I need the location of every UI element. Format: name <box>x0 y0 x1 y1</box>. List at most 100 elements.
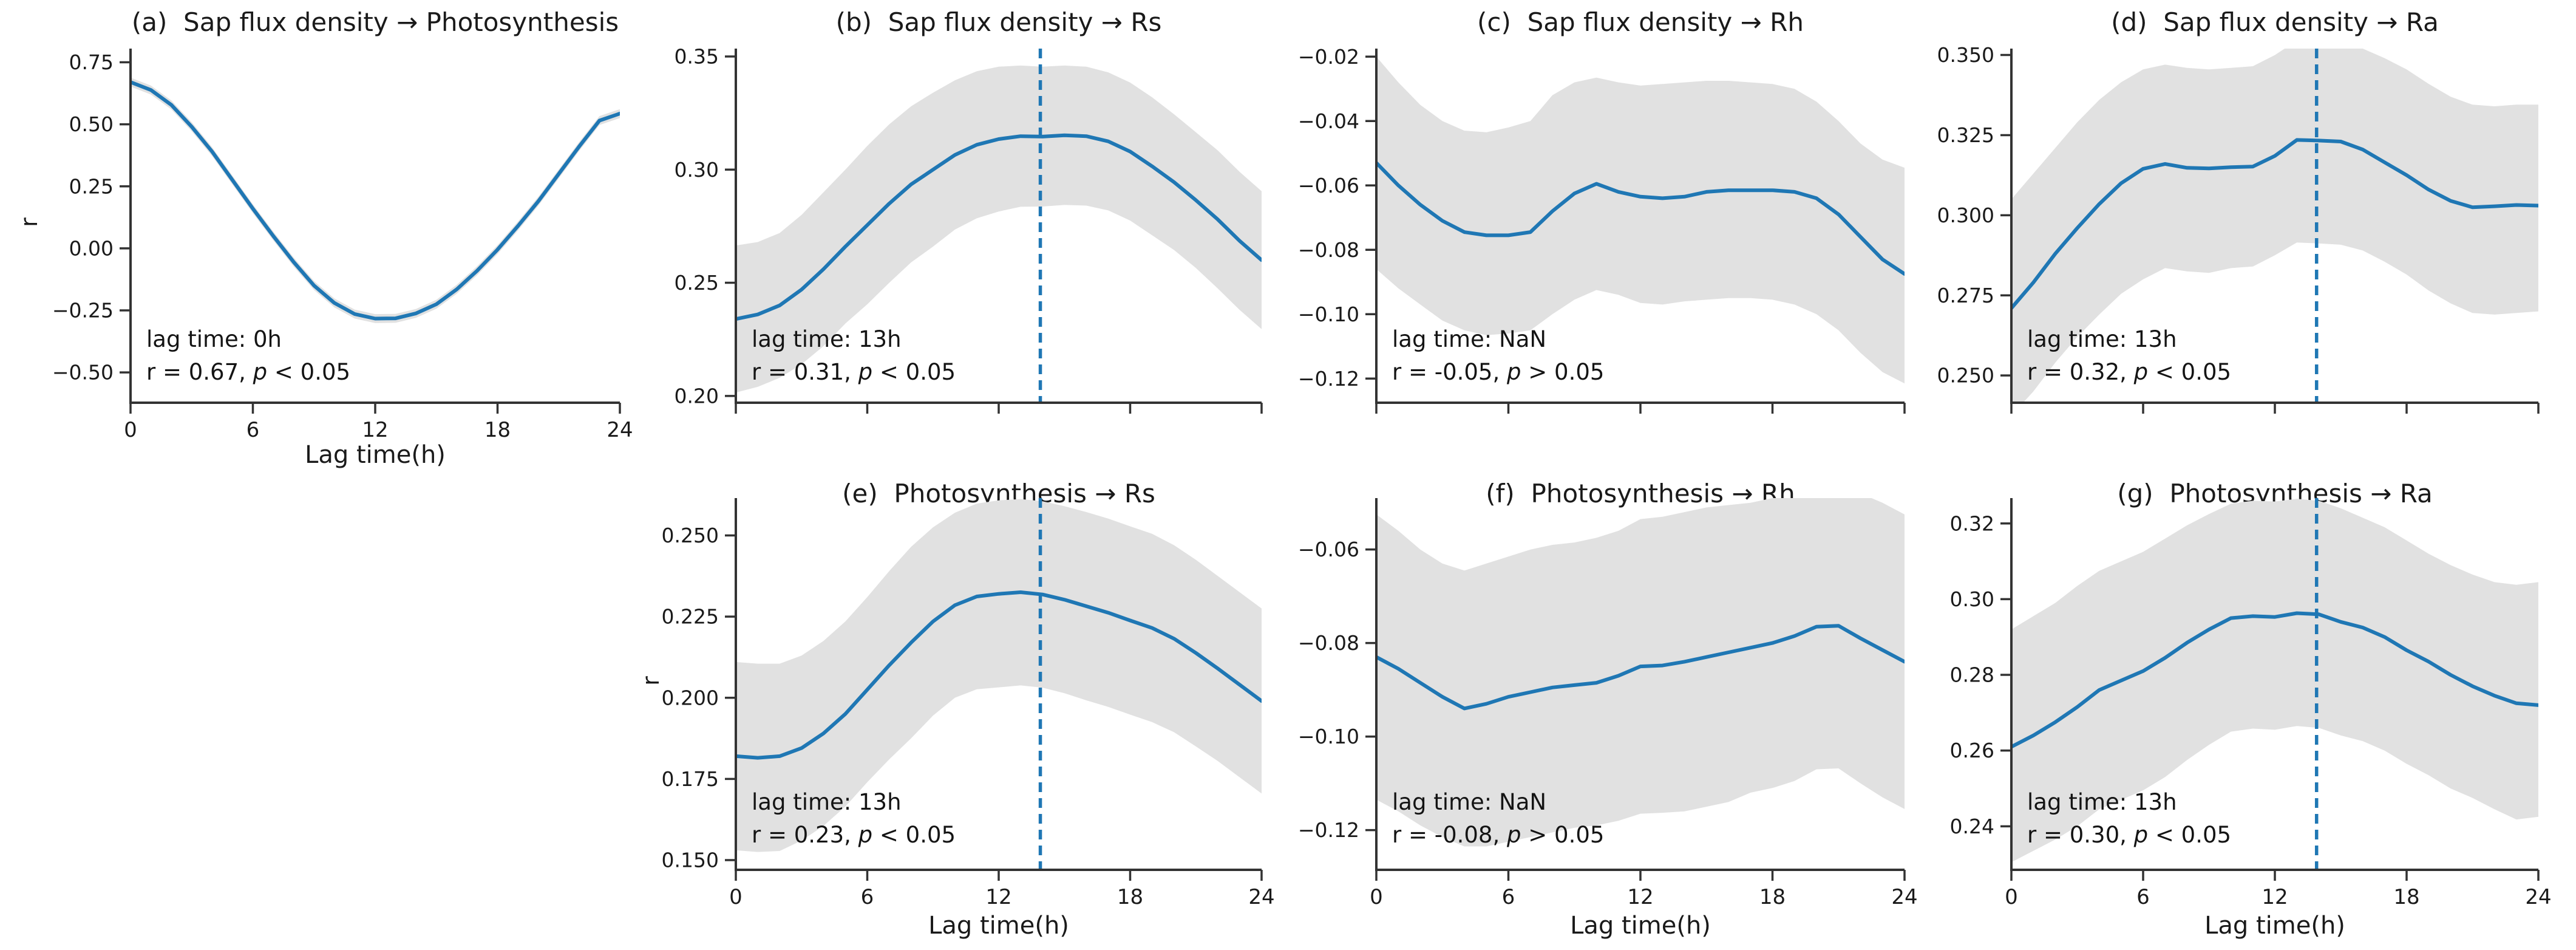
svg-text:0.25: 0.25 <box>675 271 719 295</box>
svg-text:18: 18 <box>2393 885 2419 909</box>
svg-text:12: 12 <box>2262 885 2288 909</box>
svg-text:24: 24 <box>2525 885 2551 909</box>
annotation-lag-time: lag time: 13h <box>752 789 902 815</box>
svg-text:−0.50: −0.50 <box>52 361 114 384</box>
svg-text:6: 6 <box>861 885 874 909</box>
x-axis-label: Lag time(h) <box>2204 912 2345 940</box>
annotation-p-symbol: p <box>858 359 873 385</box>
annotation-r-value: r = 0.32, <box>2027 359 2134 385</box>
annotation-r-value: r = 0.67, <box>146 359 253 385</box>
plot-area-e: 0.250 0.225 0.200 0.175 0.150 0 6 12 18 24 <box>662 498 1275 909</box>
svg-text:−0.08: −0.08 <box>1298 238 1359 262</box>
annotation: lag time: 13h r = 0.23, p < 0.05 <box>752 786 956 852</box>
panel-title: (c) Sap flux density → Rh <box>1477 7 1804 37</box>
panel-g: (g) Photosynthesis → Ra 0.32 0.30 0.28 0.26… <box>1950 475 2576 950</box>
svg-text:0.250: 0.250 <box>662 524 719 547</box>
annotation-p-symbol: p <box>2133 822 2149 848</box>
annotation-p-symbol: p <box>858 822 873 848</box>
annotation-r-value: r = -0.08, <box>1392 822 1507 848</box>
svg-text:−0.12: −0.12 <box>1298 367 1359 391</box>
panel-e: (e) Photosynthesis → Rs 0.250 0.225 0.200 0… <box>637 475 1331 950</box>
annotation-p-symbol: p <box>2133 359 2149 385</box>
panel-b: (b) Sap flux density → Rs 0.35 0.30 0.25 0.… <box>675 0 1331 475</box>
annotation-r-value: r = 0.23, <box>752 822 858 848</box>
plot-area-d: 0.350 0.325 0.300 0.275 0.250 <box>1937 43 2540 414</box>
annotation-lag-time: lag time: 13h <box>2027 789 2177 815</box>
annotation-p-threshold: < 0.05 <box>872 822 956 848</box>
annotation-lag-time: lag time: NaN <box>1392 789 1547 815</box>
plot-area-b: 0.35 0.30 0.25 0.20 <box>675 45 1263 414</box>
svg-text:0.200: 0.200 <box>662 686 719 709</box>
svg-text:24: 24 <box>1891 885 1917 909</box>
annotation-r-value: r = 0.31, <box>752 359 858 385</box>
annotation-p-threshold: > 0.05 <box>1521 822 1605 848</box>
svg-text:24: 24 <box>1248 885 1274 909</box>
svg-text:0: 0 <box>729 885 743 909</box>
svg-text:18: 18 <box>1117 885 1143 909</box>
annotation: lag time: 13h r = 0.32, p < 0.05 <box>2027 323 2231 389</box>
svg-text:6: 6 <box>246 418 260 442</box>
svg-text:0: 0 <box>1370 885 1383 909</box>
annotation-r-value: r = 0.30, <box>2027 822 2134 848</box>
plot-area-g: 0.32 0.30 0.28 0.26 0.24 0 6 12 18 24 <box>1950 498 2552 909</box>
panel-title: (b) Sap flux density → Rs <box>835 7 1162 37</box>
annotation-p-threshold: < 0.05 <box>2148 359 2232 385</box>
svg-text:−0.06: −0.06 <box>1298 174 1359 197</box>
annotation-p-symbol: p <box>1507 359 1521 385</box>
annotation-stats: r = 0.31, p < 0.05 <box>752 356 956 389</box>
panel-c: (c) Sap flux density → Rh −0.02 −0.04 −0.0… <box>1298 0 1967 475</box>
svg-text:−0.02: −0.02 <box>1298 45 1359 69</box>
svg-text:−0.10: −0.10 <box>1298 302 1359 326</box>
annotation-lag-time: lag time: 0h <box>146 326 282 352</box>
svg-text:0.75: 0.75 <box>69 50 114 74</box>
svg-text:−0.25: −0.25 <box>52 299 114 323</box>
svg-text:0.20: 0.20 <box>675 384 719 408</box>
svg-text:12: 12 <box>985 885 1011 909</box>
svg-text:18: 18 <box>484 418 511 442</box>
svg-text:6: 6 <box>2136 885 2150 909</box>
panel-title: (g) Photosynthesis → Ra <box>2117 479 2433 508</box>
svg-text:0.325: 0.325 <box>1937 123 1994 147</box>
svg-text:24: 24 <box>607 418 633 442</box>
plot-area-f: −0.06 −0.08 −0.10 −0.12 0 6 12 18 24 <box>1298 498 1918 909</box>
annotation-r-value: r = -0.05, <box>1392 359 1507 385</box>
panel-title: (d) Sap flux density → Ra <box>2111 7 2439 37</box>
annotation-stats: r = 0.32, p < 0.05 <box>2027 356 2231 389</box>
svg-text:0.32: 0.32 <box>1950 511 1994 535</box>
svg-text:−0.06: −0.06 <box>1298 538 1359 561</box>
svg-text:6: 6 <box>1502 885 1515 909</box>
annotation-lag-time: lag time: 13h <box>2027 326 2177 352</box>
svg-text:0: 0 <box>2005 885 2018 909</box>
y-axis-label: r <box>16 217 42 227</box>
svg-text:−0.08: −0.08 <box>1298 631 1359 655</box>
svg-text:12: 12 <box>1627 885 1653 909</box>
annotation: lag time: 13h r = 0.31, p < 0.05 <box>752 323 956 389</box>
x-axis-label: Lag time(h) <box>305 441 446 469</box>
panel-f: (f) Photosynthesis → Rh −0.06 −0.08 −0.10−… <box>1298 475 1967 950</box>
svg-text:0.250: 0.250 <box>1937 364 1994 388</box>
x-axis-label: Lag time(h) <box>1570 912 1711 940</box>
svg-text:−0.10: −0.10 <box>1298 725 1359 748</box>
plot-area-a: 0.75 0.50 0.25 0.00 −0.25 −0.50 0 6 12 18 24 <box>52 49 633 442</box>
x-axis-label: Lag time(h) <box>928 912 1069 940</box>
annotation: lag time: NaN r = -0.05, p > 0.05 <box>1392 323 1604 389</box>
annotation-p-threshold: > 0.05 <box>1521 359 1605 385</box>
plot-area-c: −0.02 −0.04 −0.06 −0.08 −0.10 −0.12 <box>1298 45 1906 414</box>
svg-text:0.30: 0.30 <box>1950 587 1994 611</box>
annotation-p-threshold: < 0.05 <box>2148 822 2232 848</box>
svg-text:0.24: 0.24 <box>1950 815 1994 838</box>
svg-text:12: 12 <box>362 418 388 442</box>
annotation-stats: r = 0.67, p < 0.05 <box>146 356 350 389</box>
annotation-stats: r = 0.23, p < 0.05 <box>752 819 956 852</box>
annotation-p-threshold: < 0.05 <box>872 359 956 385</box>
svg-text:18: 18 <box>1759 885 1786 909</box>
annotation-stats: r = 0.30, p < 0.05 <box>2027 819 2231 852</box>
annotation-p-threshold: < 0.05 <box>267 359 351 385</box>
svg-text:0.50: 0.50 <box>69 112 114 136</box>
annotation: lag time: 13h r = 0.30, p < 0.05 <box>2027 786 2231 852</box>
svg-text:0.150: 0.150 <box>662 849 719 872</box>
svg-text:−0.04: −0.04 <box>1298 109 1359 133</box>
svg-text:0.175: 0.175 <box>662 767 719 791</box>
svg-text:0.30: 0.30 <box>675 158 719 182</box>
